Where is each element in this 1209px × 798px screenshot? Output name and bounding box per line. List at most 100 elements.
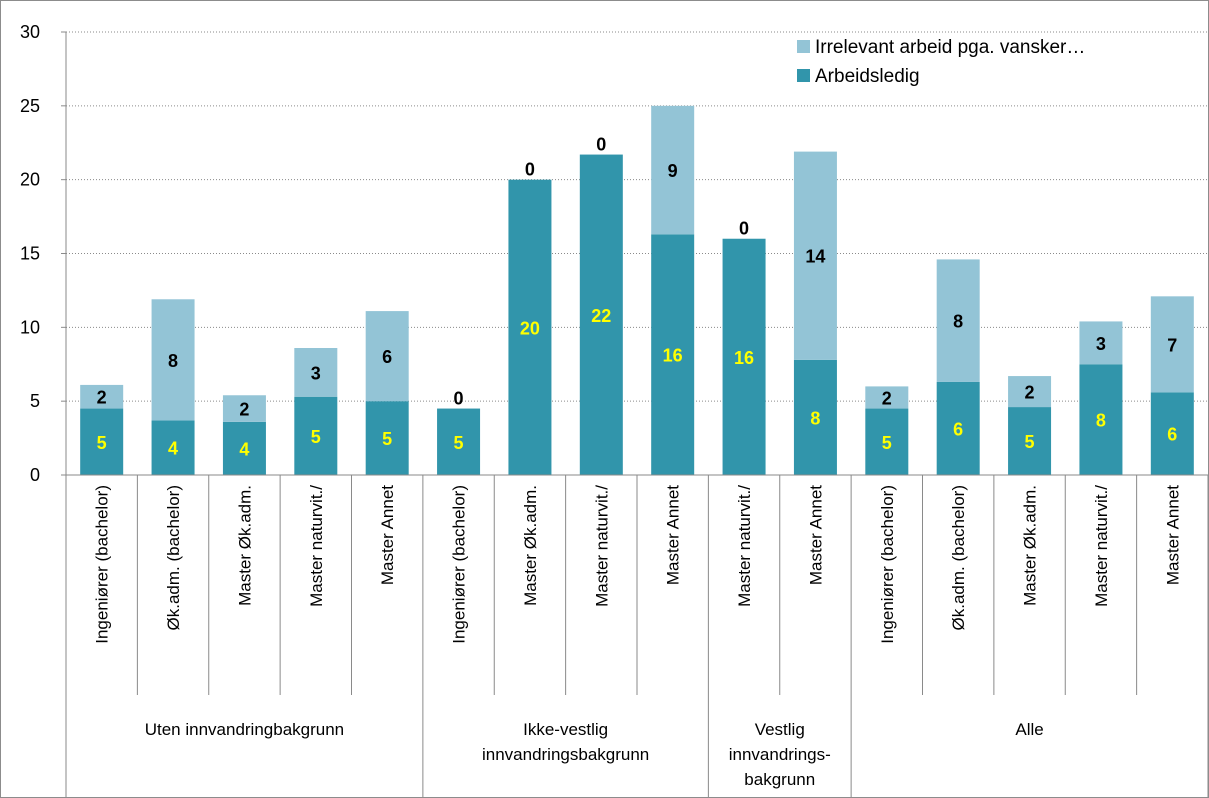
bar-arbeidsledig — [294, 396, 338, 475]
data-label-irrelevant-arbeid: 0 — [454, 389, 464, 409]
category-label: Master Annet — [806, 485, 825, 585]
data-label-arbeidsledig: 8 — [810, 408, 820, 428]
data-label-irrelevant-arbeid: 2 — [882, 388, 892, 408]
data-label-arbeidsledig: 4 — [168, 439, 178, 459]
category-label: Master Annet — [1163, 485, 1182, 585]
category-label: Øk.adm. (bachelor) — [164, 485, 183, 631]
category-label: Master Øk.adm. — [1021, 485, 1040, 606]
bar-irrelevant-arbeid — [865, 386, 909, 409]
bar-arbeidsledig — [865, 408, 909, 475]
group-label: Vestlig — [755, 720, 805, 739]
group-label: innvandrings- — [729, 745, 831, 764]
category-label: Ingeniører (bachelor) — [878, 485, 897, 644]
group-label: Uten innvandringbakgrunn — [145, 720, 344, 739]
bar-irrelevant-arbeid — [793, 151, 837, 360]
bar-arbeidsledig — [365, 401, 409, 475]
data-label-arbeidsledig: 5 — [454, 433, 464, 453]
y-tick-label: 10 — [20, 317, 40, 337]
group-label: Ikke-vestlig — [523, 720, 608, 739]
data-label-irrelevant-arbeid: 14 — [805, 247, 825, 267]
bar-arbeidsledig — [936, 381, 980, 475]
y-tick-label: 20 — [20, 170, 40, 190]
bar-arbeidsledig — [579, 154, 623, 475]
category-label: Master Øk.adm. — [235, 485, 254, 606]
bars — [80, 105, 1194, 475]
bar-arbeidsledig — [793, 359, 837, 475]
legend: Irrelevant arbeid pga. vansker… Arbeidsle… — [797, 37, 1085, 87]
bar-irrelevant-arbeid — [222, 395, 266, 422]
category-label: Master naturvit./ — [592, 485, 611, 607]
y-tick-label: 30 — [20, 22, 40, 42]
gridlines — [66, 31, 1208, 402]
bar-irrelevant-arbeid — [294, 348, 338, 397]
y-tick-label: 5 — [30, 391, 40, 411]
group-label: Alle — [1015, 720, 1043, 739]
data-label-arbeidsledig: 8 — [1096, 411, 1106, 431]
data-label-arbeidsledig: 5 — [882, 433, 892, 453]
data-label-arbeidsledig: 6 — [953, 419, 963, 439]
data-label-irrelevant-arbeid: 2 — [97, 388, 107, 408]
bar-irrelevant-arbeid — [1079, 321, 1123, 365]
data-label-arbeidsledig: 6 — [1167, 425, 1177, 445]
y-tick-label: 0 — [30, 465, 40, 485]
bar-arbeidsledig — [508, 179, 552, 475]
y-tick-label: 25 — [20, 96, 40, 116]
data-label-irrelevant-arbeid: 0 — [525, 160, 535, 180]
data-label-irrelevant-arbeid: 0 — [596, 135, 606, 155]
data-label-irrelevant-arbeid: 3 — [1096, 334, 1106, 354]
group-label: innvandringsbakgrunn — [482, 745, 649, 764]
legend-swatch — [797, 40, 810, 53]
bar-arbeidsledig — [80, 408, 124, 475]
data-label-arbeidsledig: 5 — [1025, 432, 1035, 452]
bar-irrelevant-arbeid — [365, 311, 409, 402]
data-label-arbeidsledig: 16 — [663, 346, 683, 366]
bar-irrelevant-arbeid — [651, 105, 695, 235]
group-label: bakgrunn — [744, 770, 815, 789]
category-label: Master naturvit./ — [1092, 485, 1111, 607]
data-labels: 5 2 4 8 4 2 5 3 5 6 5 0 20 0 22 0 16 9 16 0 8 14 5 2 6 8 5 2 8 3 6 7 — [97, 135, 1178, 460]
bar-arbeidsledig — [222, 421, 266, 475]
legend-label: Irrelevant arbeid pga. vansker… — [815, 37, 1085, 58]
data-label-irrelevant-arbeid: 6 — [382, 347, 392, 367]
data-label-irrelevant-arbeid: 3 — [311, 363, 321, 383]
bar-arbeidsledig — [1008, 407, 1052, 475]
bar-irrelevant-arbeid — [1150, 296, 1194, 393]
data-label-irrelevant-arbeid: 2 — [239, 400, 249, 420]
bar-arbeidsledig — [1150, 392, 1194, 475]
bar-arbeidsledig — [651, 234, 695, 475]
data-label-irrelevant-arbeid: 9 — [668, 161, 678, 181]
category-label: Master Annet — [664, 485, 683, 585]
bar-irrelevant-arbeid — [80, 384, 124, 409]
data-label-arbeidsledig: 22 — [591, 306, 611, 326]
data-label-irrelevant-arbeid: 7 — [1167, 335, 1177, 355]
data-label-arbeidsledig: 5 — [97, 433, 107, 453]
bar-irrelevant-arbeid — [936, 259, 980, 382]
data-label-arbeidsledig: 16 — [734, 348, 754, 368]
data-label-arbeidsledig: 5 — [382, 429, 392, 449]
legend-swatch — [797, 69, 810, 82]
y-tick-label: 15 — [20, 244, 40, 264]
category-label: Master naturvit./ — [307, 485, 326, 607]
bar-arbeidsledig — [437, 408, 481, 475]
legend-label: Arbeidsledig — [815, 66, 920, 87]
bar-arbeidsledig — [151, 420, 195, 475]
category-label: Øk.adm. (bachelor) — [949, 485, 968, 631]
data-label-arbeidsledig: 5 — [311, 427, 321, 447]
bar-irrelevant-arbeid — [151, 299, 195, 421]
category-label: Master naturvit./ — [735, 485, 754, 607]
data-label-irrelevant-arbeid: 0 — [739, 219, 749, 239]
data-label-arbeidsledig: 20 — [520, 318, 540, 338]
bar-arbeidsledig — [1079, 364, 1123, 475]
data-label-irrelevant-arbeid: 8 — [953, 312, 963, 332]
bar-arbeidsledig — [722, 238, 766, 475]
category-label: Ingeniører (bachelor) — [93, 485, 112, 644]
bar-irrelevant-arbeid — [1008, 376, 1052, 408]
data-label-irrelevant-arbeid: 2 — [1025, 383, 1035, 403]
category-label: Master Øk.adm. — [521, 485, 540, 606]
category-label: Master Annet — [378, 485, 397, 585]
category-label: Ingeniører (bachelor) — [450, 485, 469, 644]
data-label-arbeidsledig: 4 — [239, 439, 249, 459]
